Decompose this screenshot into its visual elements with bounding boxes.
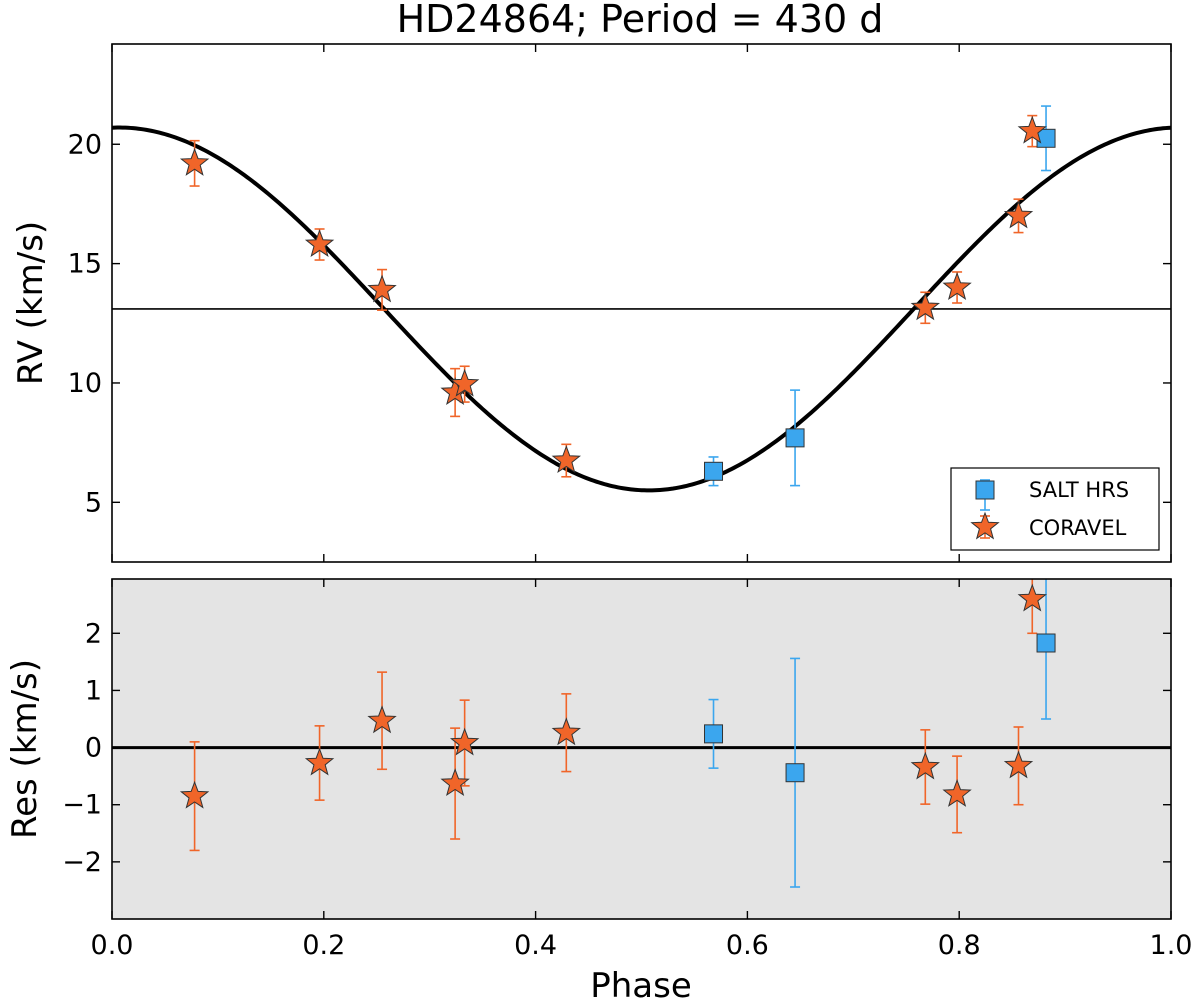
rv-point-coravel: [1003, 200, 1034, 229]
rv-point-coravel: [179, 147, 210, 176]
residual-point-coravel: [304, 747, 335, 776]
residual-point-coravel: [1017, 583, 1047, 612]
y-tick-label: 2: [85, 618, 102, 649]
chart-title: HD24864; Period = 430 d: [397, 0, 884, 41]
rv-panel-frame: [111, 43, 1172, 563]
x-tick-label: 1.0: [1150, 930, 1193, 961]
residual-point-coravel: [1003, 750, 1034, 779]
rv-point-coravel: [304, 229, 335, 257]
residual-point-coravel: [367, 705, 397, 734]
rv-point-coravel: [1017, 115, 1047, 144]
residual-point-coravel: [942, 779, 972, 807]
rv-point-coravel: [367, 274, 397, 303]
rv-plot-area: [112, 105, 1171, 493]
y-tick-label: 1: [85, 675, 102, 706]
rv-panel: 5 10 15 20: [68, 44, 1172, 562]
residual-panel: −2 −1 0 1 2 0.0 0.2 0.4 0.6 0.8 1.0: [62, 579, 1193, 961]
residual-point-salt-hrs: [785, 763, 805, 783]
x-tick-label: 0.2: [302, 930, 345, 961]
x-tick-label: 0.6: [726, 930, 769, 961]
x-axis-label: Phase: [590, 966, 692, 1005]
rv-point-coravel: [551, 445, 581, 474]
legend-salt-hrs-label: SALT HRS: [1029, 478, 1129, 502]
legend-coravel-label: CORAVEL: [1029, 516, 1127, 540]
y-tick-label: −2: [62, 847, 102, 878]
legend-salt-hrs-marker: [975, 479, 995, 511]
x-tick-label: 0.4: [514, 930, 557, 961]
orbit-model-curve: [112, 125, 1171, 493]
y-tick-label: 10: [68, 368, 102, 399]
legend-salt-square: [975, 480, 995, 500]
legend-coravel-star: [970, 511, 1000, 540]
rv-point-coravel: [910, 292, 940, 321]
y-tick-label: −1: [62, 790, 102, 821]
top-y-axis-label: RV (km/s): [11, 221, 51, 385]
legend: SALT HRS CORAVEL: [950, 467, 1160, 551]
x-tick-label: 0.8: [938, 930, 981, 961]
y-tick-label: 0: [85, 733, 102, 764]
y-tick-label: 5: [85, 487, 102, 518]
residual-panel-frame: [111, 578, 1172, 920]
y-tick-label: 15: [68, 249, 102, 280]
rv-point-coravel: [942, 272, 972, 300]
legend-coravel-marker: [970, 511, 1000, 540]
residual-point-salt-hrs: [704, 724, 724, 744]
bottom-y-axis-label: Res (km/s): [5, 659, 45, 839]
residual-point-coravel: [910, 751, 940, 780]
residual-point-coravel: [449, 727, 480, 756]
rv-point-coravel: [449, 368, 480, 397]
rv-point-salt-hrs: [785, 428, 805, 448]
residual-point-salt-hrs: [1036, 633, 1056, 653]
residual-plot-area: [112, 579, 1171, 888]
residual-point-coravel: [551, 717, 581, 746]
x-tick-label: 0.0: [91, 930, 134, 961]
residual-point-coravel: [440, 768, 470, 797]
y-tick-label: 20: [68, 129, 102, 160]
rv-point-salt-hrs: [704, 461, 724, 481]
residual-point-coravel: [179, 780, 210, 809]
